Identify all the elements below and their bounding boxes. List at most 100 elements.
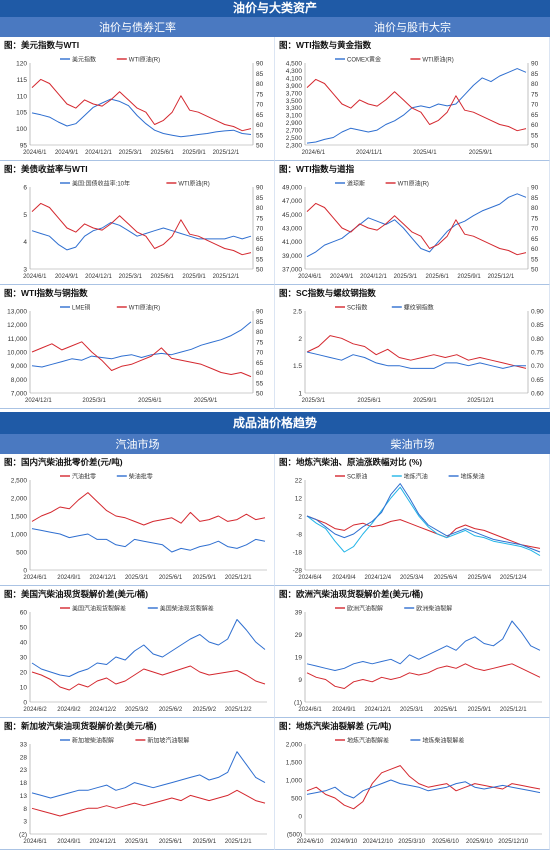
series-line — [306, 193, 527, 258]
y-tick-label: 33 — [20, 742, 28, 749]
y-right-tick-label: 65 — [256, 112, 264, 119]
chart-title: 图：SC指数与螺纹钢指数 — [279, 288, 376, 298]
y-tick-label: 1,500 — [11, 514, 28, 521]
series-line — [31, 202, 252, 256]
chart-svg: 2,000 1,500 1,000 500 0 (500)2024/6/10 2024/9/… — [286, 737, 542, 845]
x-tick-label: 2024/12/1 — [360, 274, 387, 280]
y-tick-label: 3,900 — [286, 83, 303, 90]
series-line — [31, 665, 266, 691]
chart-title: 图：地炼汽柴油裂解差 (元/吨) — [279, 721, 392, 731]
y-right-tick-label: 80 — [531, 81, 539, 88]
y-tick-label: 12 — [295, 496, 303, 503]
x-tick-label: 2024/12/10 — [363, 839, 394, 845]
x-tick-label: 2024/6/2 — [23, 707, 47, 713]
x-tick-label: 2025/9/2 — [193, 707, 217, 713]
y-tick-label: 9,000 — [11, 363, 28, 370]
legend-label: WTI原油(R) — [129, 56, 160, 64]
y-right-tick-label: 70 — [531, 226, 539, 233]
legend-label: 欧洲汽油裂解 — [347, 605, 383, 613]
chart-panel: 图：SC指数与螺纹钢指数 2.5 2 1.5 1 0.90 0.85 0.80 0.75 0.70… — [275, 285, 550, 409]
x-tick-label: 2025/12/1 — [467, 398, 494, 404]
chart-panel: 图：欧洲汽柴油现货裂解价差(美元/桶) 39 29 19 9 (1) 2024/6/1 202… — [275, 586, 550, 718]
y-right-tick-label: 60 — [256, 370, 264, 377]
x-tick-label: 2025/12/4 — [500, 575, 527, 581]
y-tick-label: 3,100 — [286, 113, 303, 120]
x-tick-label: 2024/6/1 — [298, 707, 322, 713]
legend-label: 地炼汽油 — [404, 473, 428, 481]
y-tick-label: 500 — [16, 550, 27, 557]
y-right-tick-label: 85 — [256, 71, 264, 78]
x-tick-label: 2025/6/10 — [432, 839, 459, 845]
y-tick-label: 1 — [298, 391, 302, 398]
y-right-tick-label: 90 — [531, 61, 539, 68]
y-tick-label: 2,900 — [286, 120, 303, 127]
chart-svg: 13,000 12,000 11,000 10,000 9,000 8,000 7,000 9… — [7, 304, 264, 405]
chart-svg: 49,000 47,000 45,000 43,000 41,000 39,000 37,0… — [282, 180, 539, 281]
chart-panel: 图：美元指数与WTI 120 115 110 105 100 95 90 85 80 75 70 65 6… — [0, 37, 275, 161]
y-tick-label: 2,500 — [11, 478, 28, 485]
section-title-products: 成品油价格趋势 — [0, 412, 550, 434]
y-tick-label: 4,100 — [286, 75, 303, 82]
legend-label: 螺纹钢指数 — [404, 304, 434, 312]
section-subheaders-assets: 油价与债券汇率 油价与股市大宗 — [0, 17, 550, 37]
series-line — [306, 620, 541, 671]
y-tick-label: 39 — [295, 610, 303, 617]
y-right-tick-label: 60 — [531, 246, 539, 253]
left-subheader: 汽油市场 — [115, 439, 160, 451]
y-right-tick-label: 90 — [256, 185, 264, 192]
x-tick-label: 2024/12/1 — [85, 274, 112, 280]
chart-panel: 图：WTI指数与道指 49,000 47,000 45,000 43,000 41,000… — [275, 161, 550, 285]
y-tick-label: 4,500 — [286, 61, 303, 68]
x-tick-label: 2025/9/1 — [468, 707, 492, 713]
y-tick-label: 2,300 — [286, 143, 303, 150]
legend-label: LME铜 — [72, 304, 90, 312]
x-tick-label: 2025/3/10 — [398, 839, 425, 845]
series-line — [31, 321, 252, 368]
y-tick-label: 23 — [20, 767, 28, 774]
chart-title: 图：美国汽柴油现货裂解价差(美元/桶) — [4, 589, 149, 599]
series-line — [31, 528, 266, 553]
y-tick-label: 3 — [23, 819, 27, 826]
y-right-tick-label: 60 — [531, 122, 539, 129]
y-right-tick-label: 55 — [256, 132, 264, 139]
x-tick-label: 2024/6/4 — [298, 575, 322, 581]
y-right-tick-label: 50 — [531, 267, 539, 274]
series-line — [306, 78, 527, 132]
right-subheader: 柴油市场 — [390, 439, 435, 451]
x-tick-label: 2024/9/1 — [332, 707, 356, 713]
y-tick-label: 3,500 — [286, 98, 303, 105]
y-tick-label: (1) — [294, 700, 302, 707]
series-line — [31, 789, 266, 817]
x-tick-label: 2025/3/1 — [82, 398, 106, 404]
legend-label: COMEX黄金 — [347, 56, 381, 64]
x-tick-label: 2025/3/1 — [119, 150, 143, 156]
y-right-tick-label: 75 — [256, 91, 264, 98]
y-tick-label: 12,000 — [7, 322, 27, 329]
y-tick-label: -18 — [293, 550, 303, 557]
y-right-tick-label: 90 — [256, 309, 264, 316]
x-tick-label: 2025/3/1 — [119, 274, 143, 280]
y-tick-label: 105 — [16, 110, 27, 117]
series-line — [31, 492, 266, 526]
y-tick-label: 11,000 — [8, 336, 28, 343]
x-tick-label: 2025/9/1 — [182, 274, 206, 280]
y-tick-label: 49,000 — [282, 185, 302, 192]
legend-label: 美国:国债收益率:10年 — [72, 180, 130, 188]
y-right-tick-label: 70 — [256, 102, 264, 109]
chart-panel: 图：美国汽柴油现货裂解价差(美元/桶) 60 50 40 30 20 10 0 2024/6/2… — [0, 586, 275, 718]
series-line — [306, 483, 541, 553]
x-tick-label: 2024/6/1 — [23, 839, 47, 845]
series-line — [306, 765, 541, 810]
y-tick-label: 39,000 — [282, 253, 302, 260]
y-right-tick-label: 55 — [531, 132, 539, 139]
x-tick-label: 2024/12/4 — [364, 575, 391, 581]
legend-label: SC原油 — [347, 473, 367, 481]
y-tick-label: 1,000 — [11, 532, 28, 539]
x-tick-label: 2024/12/1 — [25, 398, 52, 404]
series-line — [306, 779, 541, 799]
y-tick-label: 40 — [20, 640, 28, 647]
x-tick-label: 2024/9/1 — [55, 274, 79, 280]
y-right-tick-label: 50 — [256, 143, 264, 150]
y-tick-label: 115 — [17, 77, 28, 84]
